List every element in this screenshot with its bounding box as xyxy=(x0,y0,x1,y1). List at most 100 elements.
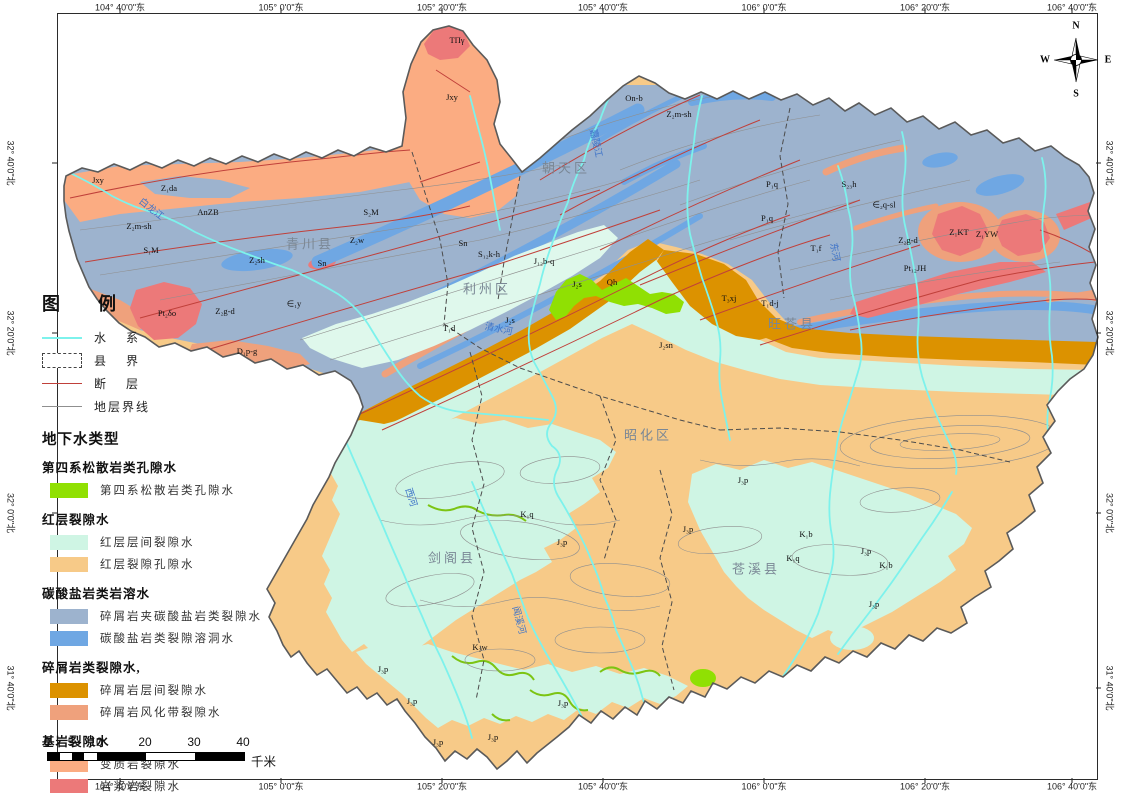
graticule-ticks xyxy=(52,8,1101,783)
district-label: 旺苍县 xyxy=(767,316,817,332)
district-label: 青川县 xyxy=(285,236,335,252)
coord-label: 104° 40'0"东 xyxy=(94,781,146,792)
coord-label: 31° 40'0"北 xyxy=(5,665,16,711)
unit-label: J₃p xyxy=(557,698,569,708)
unit-label: S₁M xyxy=(143,245,159,255)
legend-swatch xyxy=(50,482,88,498)
legend-group-heading: 红层裂隙水 xyxy=(42,513,110,527)
legend-item-fault: 断 层 xyxy=(42,372,322,395)
river-lines xyxy=(67,79,1054,763)
unit-label: J₃p xyxy=(868,599,880,609)
unit-label: Z₁da xyxy=(160,183,178,193)
scale-unit: 千米 xyxy=(251,755,277,769)
unit-label: J₃p xyxy=(432,737,444,747)
unit-label: Z₁KT xyxy=(949,227,969,237)
unit-label: On-b xyxy=(625,93,643,103)
legend-item-water: 水 系 xyxy=(42,326,322,349)
unit-label: AnZB xyxy=(197,207,219,217)
unit-label: T₁f xyxy=(810,243,822,253)
unit-label: J₃p xyxy=(487,732,499,742)
coord-label: 106° 40'0"东 xyxy=(1046,2,1098,13)
coord-label: 106° 0'0"东 xyxy=(741,781,787,792)
unit-label: TΠγ xyxy=(449,35,465,45)
district-label: 剑阁县 xyxy=(427,550,477,566)
scale-tick: 0 xyxy=(43,735,51,749)
unit-label: P₁q xyxy=(766,179,778,189)
coord-label: 105° 0'0"东 xyxy=(258,781,304,792)
unit-label: Jxy xyxy=(92,175,104,185)
scale-bar-segments xyxy=(47,752,245,761)
legend-item: 岩浆岩裂隙水 xyxy=(50,775,322,793)
coord-label: 106° 20'0"东 xyxy=(899,781,951,792)
coord-label: 32° 0'0"北 xyxy=(5,492,16,534)
county-boundaries xyxy=(411,107,1011,701)
legend-item: 第四系松散岩类孔隙水 xyxy=(50,479,322,501)
unit-label: J₃p xyxy=(556,537,568,547)
fault-lines xyxy=(69,69,1097,431)
compass-e: E xyxy=(1104,54,1112,66)
unit-label: J₂sn xyxy=(659,340,673,350)
coord-label: 105° 0'0"东 xyxy=(258,2,304,13)
coord-label: 106° 40'0"东 xyxy=(1046,781,1098,792)
coord-label: 105° 40'0"东 xyxy=(577,2,629,13)
county-boundary-swatch xyxy=(42,353,82,368)
unit-label: Qh xyxy=(606,277,618,287)
coord-label: 105° 40'0"东 xyxy=(577,781,629,792)
scale-tick: 30 xyxy=(187,735,201,749)
unit-label: D₁p-g xyxy=(236,346,258,356)
unit-label: S₁₂k-h xyxy=(478,249,500,259)
legend-group-heading: 碎屑岩类裂隙水, xyxy=(42,661,141,675)
map-frame xyxy=(57,13,1098,780)
unit-label: J₂s xyxy=(505,315,515,325)
compass-star xyxy=(1053,37,1099,83)
unit-label: J₁₂b-q xyxy=(533,256,555,266)
unit-label: J₃p xyxy=(406,696,418,706)
unit-label: J₃p xyxy=(682,524,694,534)
legend-group-heading: 第四系松散岩类孔隙水 xyxy=(42,461,178,475)
unit-label: Z₁YW xyxy=(975,229,999,239)
unit-label: K₁b xyxy=(879,560,893,570)
legend-swatch xyxy=(50,704,88,720)
compass-s: S xyxy=(1073,88,1079,100)
compass-rose: N S W E xyxy=(1036,18,1116,102)
legend: 图 例 水 系 县 界 断 层 地层界线 地下水类型 第四系松散岩类孔隙水 第四… xyxy=(42,290,322,793)
legend-item: 碎屑岩层间裂隙水 xyxy=(50,679,322,701)
legend-swatch xyxy=(50,608,88,624)
district-label: 昭化区 xyxy=(623,427,673,443)
legend-group-heading: 基岩裂隙水 xyxy=(42,735,110,749)
legend-swatch xyxy=(50,630,88,646)
district-label: 苍溪县 xyxy=(731,561,781,577)
compass-n: N xyxy=(1072,20,1080,32)
stratum-line-swatch xyxy=(42,406,82,407)
legend-item: 碎屑岩风化带裂隙水 xyxy=(50,701,322,723)
coord-label: 105° 20'0"东 xyxy=(416,2,468,13)
legend-swatch xyxy=(50,682,88,698)
unit-label: T₁d-j xyxy=(761,298,779,308)
unit-label: ∈₁y xyxy=(286,298,302,309)
unit-label: Z₂w xyxy=(349,235,365,245)
legend-item-stratum: 地层界线 xyxy=(42,395,322,418)
coord-label: 32° 40'0"北 xyxy=(5,140,16,186)
coord-label: 105° 20'0"东 xyxy=(416,781,468,792)
coord-label: 32° 20'0"北 xyxy=(1104,310,1115,356)
unit-label: Z₂g-d xyxy=(215,306,235,316)
coord-label: 31° 40'0"北 xyxy=(1104,665,1115,711)
legend-item: 红层裂隙孔隙水 xyxy=(50,553,322,575)
unit-label: ∈₂q-sl xyxy=(872,199,896,210)
coord-label: 106° 20'0"东 xyxy=(899,2,951,13)
legend-item: 碎屑岩夹碳酸盐岩类裂隙水 xyxy=(50,605,322,627)
unit-label: Z₂g-d xyxy=(898,235,918,245)
legend-swatch xyxy=(50,534,88,550)
unit-label: S₂₃h xyxy=(841,179,857,189)
legend-group-heading: 碳酸盐岩类岩溶水 xyxy=(42,587,151,601)
unit-label: Sn xyxy=(317,258,327,268)
unit-label: P₁q xyxy=(761,213,773,223)
unit-label: Pt₁₂JH xyxy=(903,263,927,273)
scale-tick: 40 xyxy=(236,735,250,749)
fault-line-swatch xyxy=(42,383,82,384)
scale-bar: 0 5 10 20 30 40 千米 xyxy=(43,735,305,775)
unit-label: J₃p xyxy=(860,546,872,556)
